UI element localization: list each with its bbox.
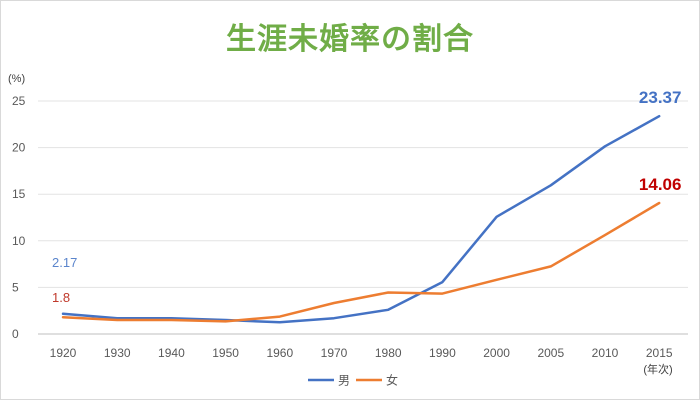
series-line-female bbox=[61, 201, 661, 323]
y-tick-label: 20 bbox=[12, 141, 26, 155]
x-tick-label: 1990 bbox=[429, 346, 456, 360]
y-tick-label: 0 bbox=[12, 327, 19, 341]
y-tick-label: 15 bbox=[12, 187, 26, 201]
x-tick-label: 1930 bbox=[104, 346, 131, 360]
x-tick-label: 2010 bbox=[592, 346, 619, 360]
x-axis-unit: (年次) bbox=[643, 362, 672, 376]
series-line-male bbox=[61, 114, 661, 324]
x-tick-label: 1950 bbox=[212, 346, 239, 360]
y-tick-label: 10 bbox=[12, 234, 26, 248]
x-tick-label: 1970 bbox=[321, 346, 348, 360]
y-tick-label: 5 bbox=[12, 280, 19, 294]
legend-label: 男 bbox=[338, 374, 350, 388]
chart-title: 生涯未婚率の割合 bbox=[226, 22, 474, 57]
y-axis-unit: (%) bbox=[8, 73, 25, 85]
start-data-label: 1.8 bbox=[52, 290, 70, 305]
end-data-label: 14.06 bbox=[639, 175, 682, 194]
x-tick-label: 2005 bbox=[537, 346, 564, 360]
x-tick-label: 2015 bbox=[646, 346, 673, 360]
legend-label: 女 bbox=[386, 373, 398, 388]
y-tick-label: 25 bbox=[12, 94, 26, 108]
x-tick-label: 1980 bbox=[375, 346, 402, 360]
x-tick-label: 2000 bbox=[483, 346, 510, 360]
x-tick-label: 1940 bbox=[158, 346, 185, 360]
start-data-label: 2.17 bbox=[52, 255, 77, 270]
end-data-label: 23.37 bbox=[639, 88, 682, 107]
x-tick-label: 1960 bbox=[266, 346, 293, 360]
x-tick-label: 1920 bbox=[50, 346, 77, 360]
